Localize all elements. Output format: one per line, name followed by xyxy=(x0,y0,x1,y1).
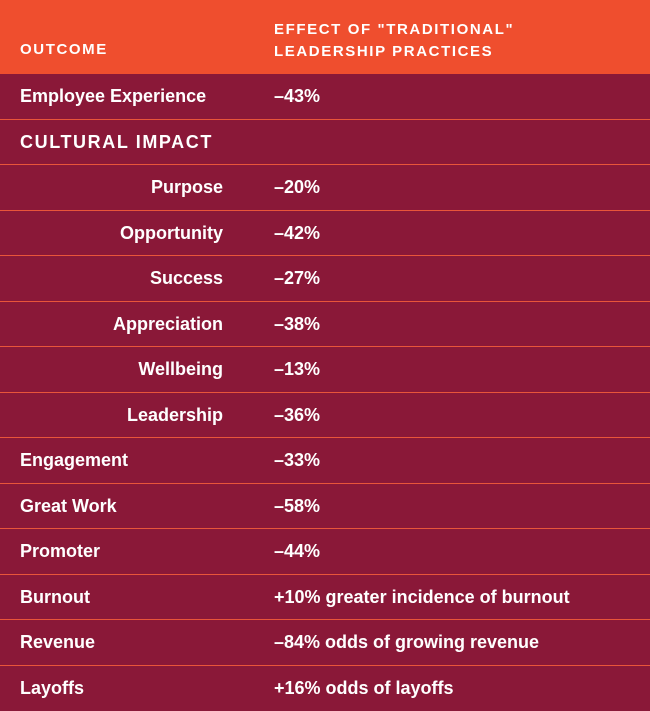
table-row: Appreciation –38% xyxy=(0,302,650,347)
table-row: Engagement –33% xyxy=(0,438,650,484)
outcome-cell: Great Work xyxy=(20,495,117,516)
effect-cell: –44% xyxy=(274,541,321,561)
table-row: Opportunity –42% xyxy=(0,211,650,256)
outcome-cell: Layoffs xyxy=(20,677,85,698)
outcome-cell: Leadership xyxy=(126,404,223,425)
table-row: CULTURAL IMPACT xyxy=(0,120,650,165)
outcome-cell: Wellbeing xyxy=(138,359,223,379)
effect-cell: –13% xyxy=(274,359,321,379)
effect-cell: –58% xyxy=(274,495,321,516)
table-row: Success –27% xyxy=(0,256,650,302)
outcome-cell: Promoter xyxy=(20,541,101,561)
table-row: Revenue –84% odds of growing revenue xyxy=(0,620,650,666)
outcome-cell: Revenue xyxy=(20,632,96,652)
outcome-cell: Appreciation xyxy=(112,313,223,334)
outcome-cell: Purpose xyxy=(150,177,223,197)
table-header: OUTCOME EFFECT OF "TRADITIONAL" LEADERSH… xyxy=(0,0,650,74)
effect-cell: –38% xyxy=(274,313,321,334)
table-body: Employee Experience –43% CULTURAL IMPACT Pu… xyxy=(0,74,650,711)
outcome-cell: Burnout xyxy=(20,586,90,607)
section-heading: CULTURAL IMPACT xyxy=(20,131,213,152)
effect-cell: –33% xyxy=(274,450,321,470)
table-row: Leadership –36% xyxy=(0,393,650,438)
effect-cell: +16% odds of layoffs xyxy=(274,677,454,698)
outcome-cell: Opportunity xyxy=(120,222,223,243)
effect-cell: –42% xyxy=(274,222,321,243)
effect-cell: –43% xyxy=(274,86,321,106)
table-row: Great Work –58% xyxy=(0,484,650,529)
table-row: Promoter –44% xyxy=(0,529,650,575)
table-row: Layoffs +16% odds of layoffs xyxy=(0,666,650,711)
table-row: Purpose –20% xyxy=(0,165,650,211)
effect-cell: –27% xyxy=(274,268,321,288)
outcome-column-header: OUTCOME xyxy=(20,41,108,58)
table-row: Wellbeing –13% xyxy=(0,347,650,393)
outcome-cell: Employee Experience xyxy=(20,86,207,106)
effect-cell: –36% xyxy=(274,404,321,425)
table-row: Employee Experience –43% xyxy=(0,74,650,120)
outcome-cell: Engagement xyxy=(20,450,129,470)
table-row: Burnout +10% greater incidence of burnout xyxy=(0,575,650,620)
effect-cell: –20% xyxy=(274,177,321,197)
effect-cell: +10% greater incidence of burnout xyxy=(274,586,570,607)
outcome-cell: Success xyxy=(149,268,223,288)
effect-column-header: EFFECT OF "TRADITIONAL" LEADERSHIP PRACT… xyxy=(274,21,515,60)
effect-cell: –84% odds of growing revenue xyxy=(274,632,540,652)
